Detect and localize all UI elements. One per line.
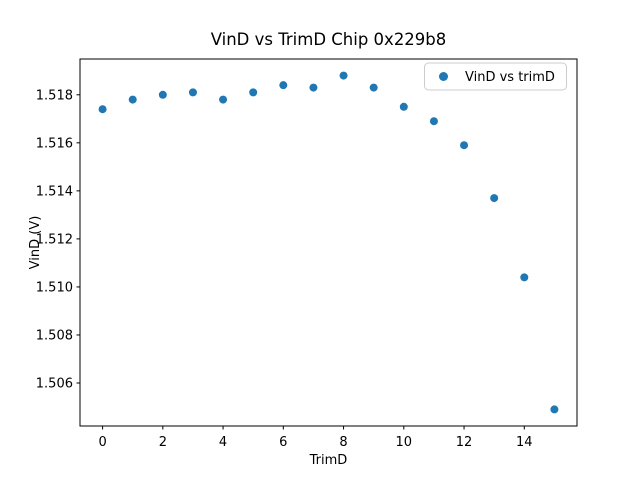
data-point xyxy=(399,102,408,111)
y-tick-label: 1.510 xyxy=(36,280,73,295)
data-point xyxy=(550,405,559,414)
x-tick-label: 12 xyxy=(456,435,473,450)
y-tick-label: 1.506 xyxy=(36,377,73,392)
chart-title: VinD vs TrimD Chip 0x229b8 xyxy=(211,30,447,49)
data-point xyxy=(339,71,348,80)
data-point xyxy=(520,273,529,282)
y-tick-label: 1.508 xyxy=(36,328,73,343)
x-tick-label: 14 xyxy=(516,435,533,450)
plot-border xyxy=(79,58,578,427)
data-point xyxy=(98,105,107,114)
y-axis-ticks: 1.506 1.508 1.510 1.512 1.514 1.516 1.518 xyxy=(36,88,80,392)
x-tick-label: 2 xyxy=(159,435,167,450)
data-point xyxy=(188,88,197,97)
data-point xyxy=(460,141,469,150)
x-axis-label: TrimD xyxy=(309,453,348,468)
x-tick-label: 4 xyxy=(219,435,227,450)
data-point xyxy=(429,117,438,126)
x-tick-label: 0 xyxy=(98,435,106,450)
y-tick-label: 1.516 xyxy=(36,136,73,151)
data-point xyxy=(219,95,228,104)
legend-marker-icon xyxy=(439,72,448,81)
x-tick-label: 10 xyxy=(396,435,413,450)
data-point xyxy=(309,83,318,92)
data-point xyxy=(369,83,378,92)
data-points xyxy=(98,71,559,414)
legend: VinD vs trimD xyxy=(424,62,567,91)
legend-box xyxy=(424,62,567,91)
data-point xyxy=(128,95,137,104)
y-tick-label: 1.512 xyxy=(36,232,73,247)
x-tick-label: 6 xyxy=(279,435,287,450)
data-point xyxy=(158,90,167,99)
x-tick-label: 8 xyxy=(339,435,347,450)
data-point xyxy=(249,88,258,97)
x-axis-ticks: 0 2 4 6 8 10 12 14 xyxy=(98,426,533,450)
data-point xyxy=(490,194,499,203)
y-axis-label: VinD (V) xyxy=(28,216,43,270)
y-tick-label: 1.514 xyxy=(36,184,73,199)
y-tick-label: 1.518 xyxy=(36,88,73,103)
legend-label: VinD vs trimD xyxy=(465,70,555,85)
data-point xyxy=(279,81,288,90)
